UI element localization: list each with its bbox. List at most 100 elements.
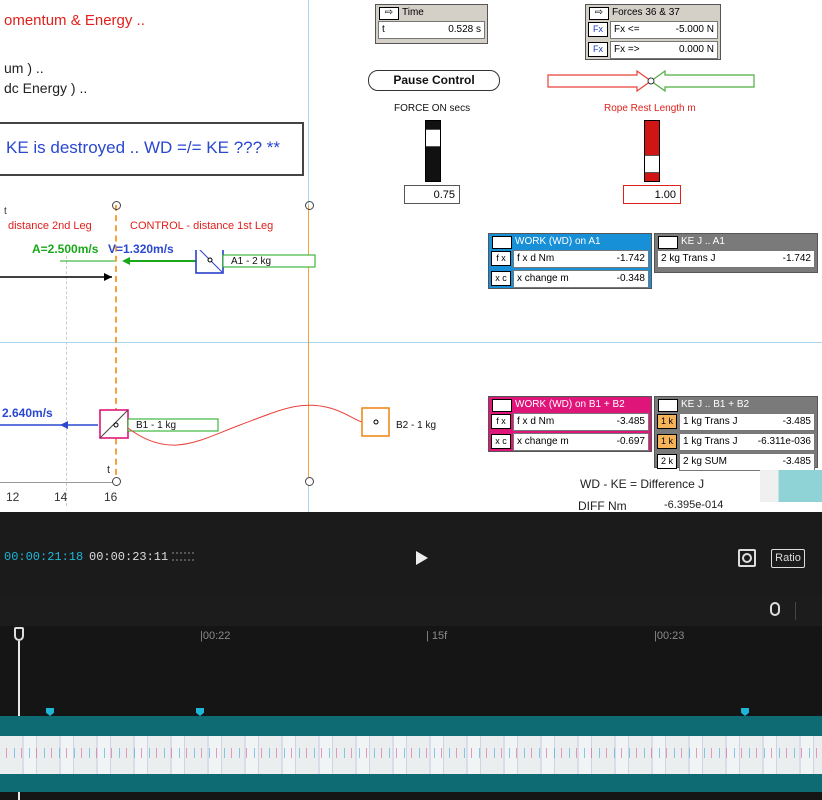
force-on-value[interactable]: 0.75 — [404, 185, 460, 204]
force-on-slider[interactable] — [425, 120, 441, 182]
work-b-label: x change m — [517, 436, 569, 447]
ke-a1-panel: ⇨ KE J .. A1 2 kg Trans J -1.742 — [654, 233, 818, 273]
time-panel-header: ⇨ Time — [376, 5, 487, 21]
ke-b-row: 1 k 1 kg Trans J -6.311e-036 — [657, 433, 815, 451]
work-b-header: ⇨ WORK (WD) on B1 + B2 — [489, 397, 651, 413]
ke-b-row: 1 k 1 kg Trans J -3.485 — [657, 413, 815, 431]
work-b-row: x c x change m -0.697 — [491, 433, 649, 451]
forces-row: Fx Fx => 0.000 N — [588, 41, 718, 59]
marker-icon[interactable] — [741, 708, 749, 716]
forces-value: -5.000 N — [675, 24, 714, 35]
fx-button[interactable]: Fx — [588, 22, 608, 37]
pivot-icon — [112, 477, 121, 486]
total-time: 00:00:23:11 — [89, 550, 169, 564]
a1-vectors — [0, 250, 316, 281]
pivot-icon — [647, 77, 655, 85]
video-track[interactable] — [0, 716, 822, 792]
slider-thumb[interactable] — [426, 129, 440, 147]
timeline-panel: |00:22 | 15f |00:23 — [0, 596, 822, 800]
axis-t-small: t — [4, 206, 7, 217]
grid-icon[interactable] — [172, 552, 194, 564]
time-row: t 0.528 s — [378, 21, 485, 39]
ruler-mark: |00:23 — [654, 630, 685, 642]
diff-label: DIFF Nm — [578, 499, 627, 512]
work-a1-value: -0.348 — [616, 273, 645, 284]
work-a1-row: f x f x d Nm -1.742 — [491, 250, 649, 268]
forces-panel-title: Forces 36 & 37 — [612, 7, 680, 18]
axis-t-label: t — [107, 464, 111, 476]
arrow-right-icon[interactable]: ⇨ — [658, 399, 678, 412]
forces-panel: ⇨ Forces 36 & 37 Fx Fx <= -5.000 N Fx Fx… — [585, 4, 721, 60]
ke-b-label: 2 kg SUM — [683, 456, 727, 467]
ruler-mark: |00:22 — [200, 630, 231, 642]
grid-line — [66, 256, 67, 506]
ke-b-value: -6.311e-036 — [757, 436, 811, 447]
axis-line — [0, 482, 118, 483]
acceleration-label: A=2.500m/s — [32, 242, 99, 256]
marker-icon[interactable] — [196, 708, 204, 716]
play-icon[interactable] — [416, 551, 428, 565]
rope-arrows — [547, 70, 755, 92]
control-distance-label: CONTROL - distance 1st Leg — [130, 220, 274, 232]
player-bar: 00:00:21:18 00:00:23:11 Ratio — [0, 512, 822, 596]
pivot-icon — [305, 201, 314, 210]
time-panel-title: Time — [402, 7, 424, 18]
b-vectors — [0, 404, 390, 446]
work-a1-label: x change m — [517, 273, 569, 284]
ratio-button[interactable]: Ratio — [771, 549, 805, 568]
speed-label: 2.640m/s — [2, 406, 53, 420]
ke-b-value: -3.485 — [782, 416, 811, 427]
arrow-right-icon[interactable]: ⇨ — [492, 236, 512, 249]
work-a1-title: WORK (WD) on A1 — [515, 236, 601, 247]
xc-button[interactable]: x c — [491, 434, 511, 449]
ke-b-label: 1 kg Trans J — [683, 436, 738, 447]
work-b-value: -0.697 — [616, 436, 645, 447]
ke-b-header: ⇨ KE J .. B1 + B2 — [655, 397, 817, 413]
ke-b-label: 1 kg Trans J — [683, 416, 738, 427]
ke-a1-header: ⇨ KE J .. A1 — [655, 234, 817, 250]
pivot-icon — [112, 201, 121, 210]
ke-b-value: -3.485 — [782, 456, 811, 467]
arrow-right-icon[interactable]: ⇨ — [492, 399, 512, 412]
screenshot-icon[interactable] — [738, 549, 756, 567]
rope-slider[interactable] — [644, 120, 660, 182]
ke-banner: KE is destroyed .. WD =/= KE ??? ** — [0, 122, 304, 176]
rope-arrow-right — [547, 70, 653, 92]
forces-row: Fx Fx <= -5.000 N — [588, 21, 718, 39]
marker-icon[interactable] — [46, 708, 54, 716]
b2-label: B2 - 1 kg — [396, 420, 437, 431]
xc-button[interactable]: x c — [491, 271, 511, 286]
axis-tick: 14 — [54, 490, 68, 504]
ke-a1-label: 2 kg Trans J — [661, 253, 716, 264]
pause-control-button[interactable]: Pause Control — [368, 70, 500, 91]
control-line-1st-leg — [308, 205, 309, 485]
slider-thumb[interactable] — [645, 155, 659, 173]
ke-b-title: KE J .. B1 + B2 — [681, 399, 750, 410]
fx-button[interactable]: f x — [491, 414, 511, 429]
simulation-canvas: omentum & Energy .. um ) .. dc Energy ) … — [0, 0, 822, 512]
section-line: um ) .. — [4, 60, 44, 76]
work-b-title: WORK (WD) on B1 + B2 — [515, 399, 625, 410]
section-line: dc Energy ) .. — [4, 80, 88, 96]
playhead-handle[interactable] — [14, 627, 24, 641]
arrow-right-icon[interactable]: ⇨ — [379, 7, 399, 20]
mass-button[interactable]: 1 k — [657, 414, 677, 429]
fx-button[interactable]: f x — [491, 251, 511, 266]
work-a1-value: -1.742 — [616, 253, 645, 264]
video-clip-thumbnails[interactable] — [0, 736, 822, 774]
b1-label: B1 - 1 kg — [136, 420, 177, 431]
fx-button[interactable]: Fx — [588, 42, 608, 57]
ke-a1-title: KE J .. A1 — [681, 236, 725, 247]
mass-button[interactable]: 1 k — [657, 434, 677, 449]
work-a1-panel: ⇨ WORK (WD) on A1 f x f x d Nm -1.742 x … — [488, 233, 652, 289]
arrow-right-icon[interactable]: ⇨ — [589, 7, 609, 20]
work-a1-row: x c x change m -0.348 — [491, 270, 649, 288]
microphone-icon[interactable] — [770, 602, 780, 616]
work-b-row: f x f x d Nm -3.485 — [491, 413, 649, 431]
a1-label: A1 - 2 kg — [231, 256, 272, 267]
distance-2nd-leg-label: distance 2nd Leg — [8, 220, 92, 232]
rope-label: Rope Rest Length m — [604, 103, 696, 114]
arrow-right-icon[interactable]: ⇨ — [658, 236, 678, 249]
mass-button[interactable]: 2 k — [657, 454, 677, 469]
rope-value[interactable]: 1.00 — [623, 185, 681, 204]
